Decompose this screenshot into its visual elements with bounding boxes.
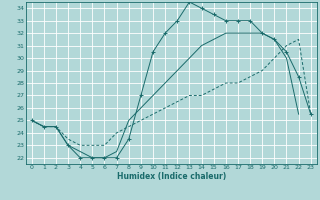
X-axis label: Humidex (Indice chaleur): Humidex (Indice chaleur): [116, 172, 226, 181]
